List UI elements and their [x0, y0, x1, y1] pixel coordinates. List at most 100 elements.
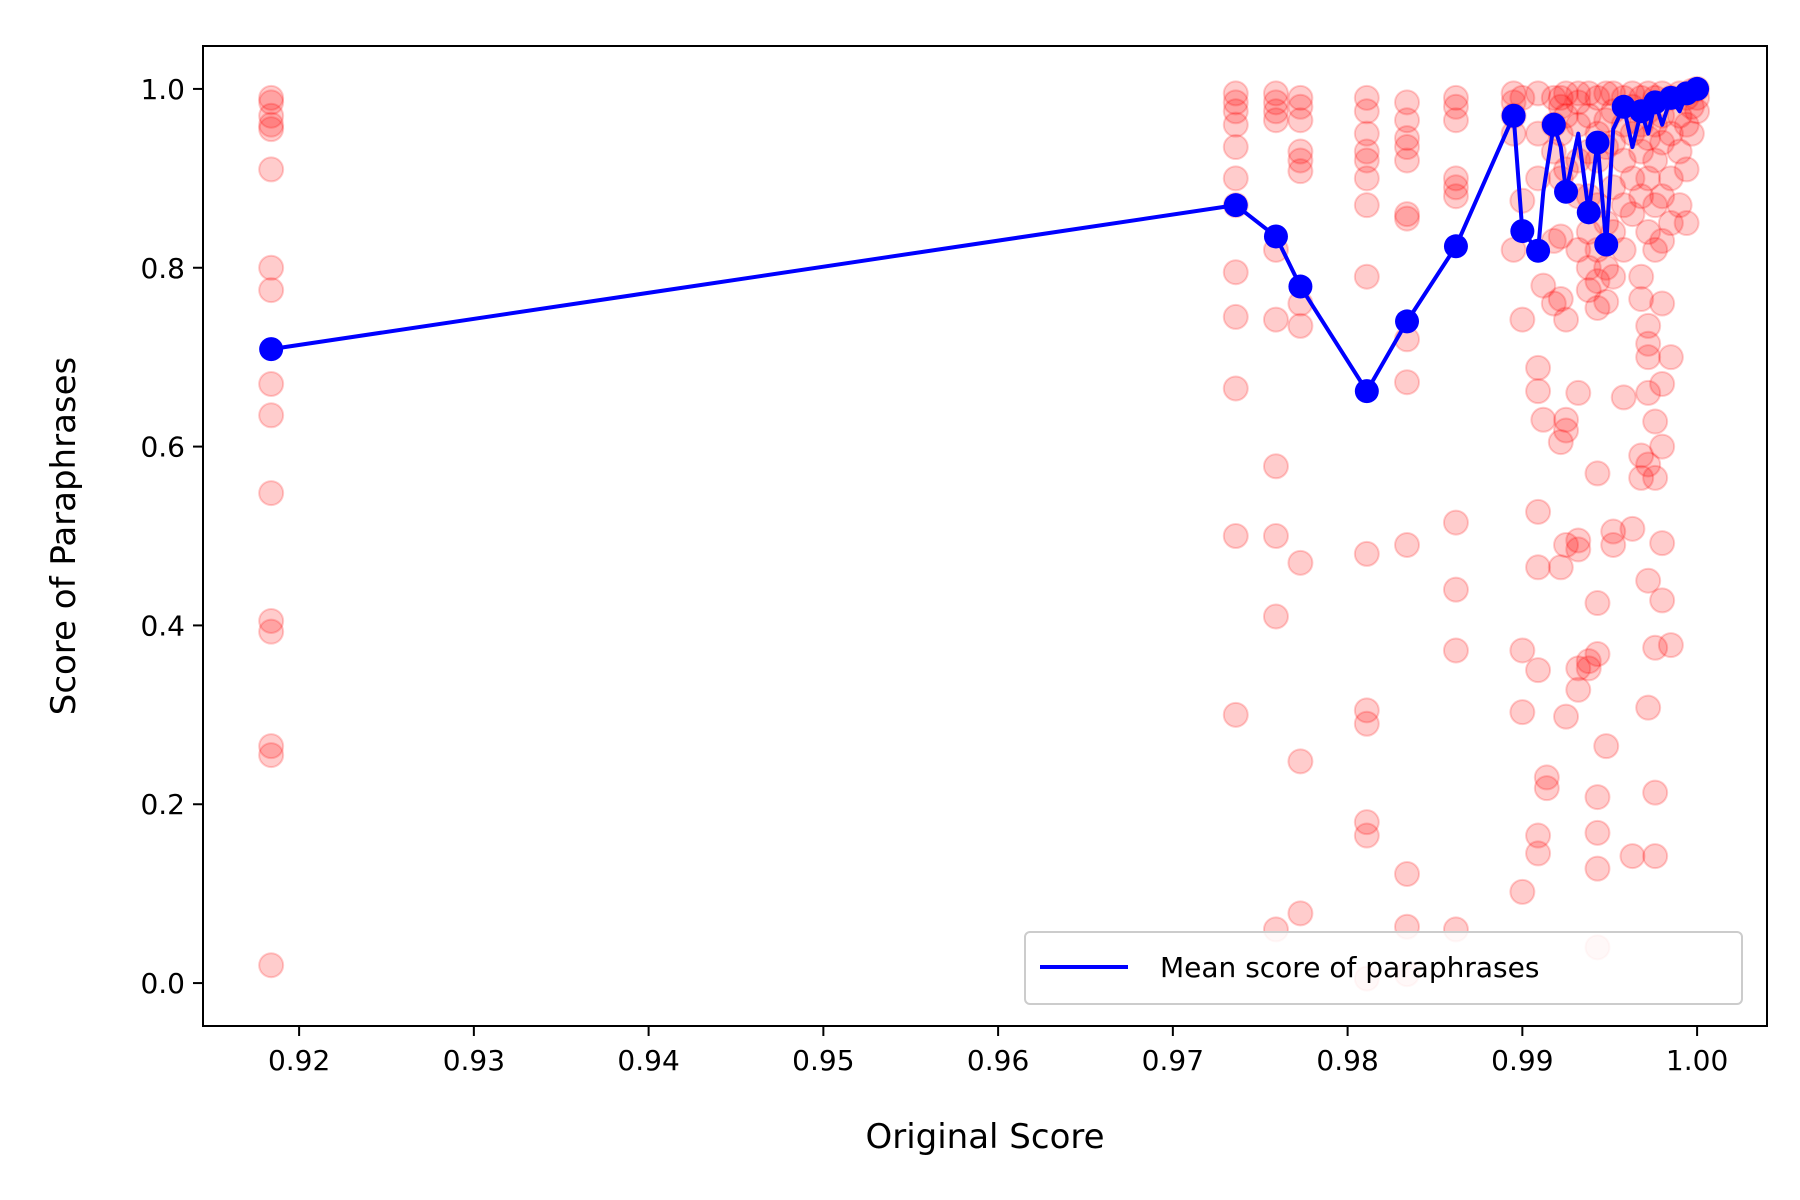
scatter-point [1593, 733, 1620, 760]
scatter-point [258, 277, 285, 304]
mean-score-marker [1263, 224, 1288, 249]
scatter-point [1628, 183, 1655, 210]
scatter-point [1584, 641, 1611, 668]
scatter-point [1635, 451, 1662, 478]
scatter-point [1649, 129, 1676, 156]
scatter-point [1584, 855, 1611, 882]
scatter-point [1635, 312, 1662, 339]
scatter-point [1628, 286, 1655, 313]
scatter-point [1649, 530, 1676, 557]
mean-score-marker [1223, 193, 1248, 218]
scatter-point [1530, 406, 1557, 433]
scatter-point [1575, 254, 1602, 281]
scatter-point [1575, 648, 1602, 675]
scatter-point [258, 480, 285, 507]
scatter-point [1394, 147, 1421, 174]
scatter-point [1619, 201, 1646, 228]
y-tick-label: 0.4 [140, 609, 185, 642]
scatter-point [1287, 147, 1314, 174]
scatter-point [258, 742, 285, 769]
scatter-point [1353, 710, 1380, 737]
scatter-point [1353, 98, 1380, 125]
y-tick-label: 0.2 [140, 788, 185, 821]
scatter-point [1442, 165, 1469, 192]
scatter-point [1553, 703, 1580, 730]
scatter-point [1553, 406, 1580, 433]
scatter-point [1262, 306, 1289, 333]
scatter-point [1642, 634, 1669, 661]
scatter-point [1525, 498, 1552, 525]
scatter-point [1222, 259, 1249, 286]
scatter-point [1394, 107, 1421, 134]
x-axis-title: Original Score [865, 1117, 1104, 1157]
scatter-point [1442, 107, 1469, 134]
scatter-point [1353, 540, 1380, 567]
scatter-point [1394, 369, 1421, 396]
scatter-point [1353, 263, 1380, 290]
legend-entry-mean: Mean score of paraphrases [1160, 951, 1539, 984]
scatter-point [1394, 201, 1421, 228]
scatter-point [1533, 775, 1560, 802]
scatter-point [1525, 378, 1552, 405]
scatter-point [1575, 80, 1602, 107]
scatter-point [1287, 158, 1314, 185]
scatter-point [1287, 900, 1314, 927]
scatter-point [1642, 843, 1669, 870]
scatter-point [1584, 268, 1611, 295]
scatter-point [1642, 464, 1669, 491]
scatter-point [1442, 576, 1469, 603]
scatter-point [1584, 784, 1611, 811]
scatter-point [1547, 84, 1574, 111]
scatter-point [1442, 637, 1469, 664]
scatter-point [1525, 822, 1552, 849]
scatter-point [1642, 236, 1669, 263]
scatter-point [1657, 344, 1684, 371]
scatter-point [1619, 515, 1646, 542]
scatter-point [1222, 523, 1249, 549]
mean-score-marker [1526, 238, 1551, 263]
scatter-point [1353, 809, 1380, 836]
scatter-point [1584, 460, 1611, 487]
scatter-point [1509, 306, 1536, 333]
scatter-point [1525, 80, 1552, 107]
scatter-point [1442, 84, 1469, 111]
scatter-point [1287, 84, 1314, 111]
mean-score-marker [259, 337, 284, 362]
scatter-point [1678, 120, 1705, 147]
scatter-point [1353, 697, 1380, 724]
scatter-point [1394, 860, 1421, 887]
scatter-point [258, 618, 285, 645]
scatter-point [1642, 408, 1669, 435]
scatter-point [1575, 655, 1602, 682]
scatter-point [1222, 375, 1249, 402]
scatter-point [1533, 764, 1560, 791]
scatter-point [1262, 453, 1289, 480]
x-tick-label: 1.00 [1666, 1044, 1728, 1077]
y-axis-title: Score of Paraphrases [44, 357, 84, 716]
scatter-point [1565, 536, 1592, 563]
mean-score-marker [1594, 232, 1619, 257]
mean-score-marker [1541, 112, 1566, 137]
scatter-point [1657, 632, 1684, 659]
scatter-point [1649, 183, 1676, 210]
scatter-point [1565, 80, 1592, 107]
scatter-point [1642, 779, 1669, 806]
scatter-point [1394, 134, 1421, 161]
mean-score-marker [1443, 234, 1468, 259]
mean-line-layer [259, 76, 1710, 404]
mean-score-marker [1554, 179, 1579, 204]
scatter-point [1593, 80, 1620, 107]
y-tick-label: 1.0 [140, 73, 185, 106]
scatter-point [1547, 429, 1574, 456]
scatter-point [1649, 227, 1676, 254]
scatter-point [1628, 263, 1655, 290]
scatter-point [1635, 344, 1662, 371]
scatter-point [1565, 655, 1592, 682]
scatter-point [1287, 748, 1314, 775]
scatter-point [1353, 192, 1380, 219]
scatter-point [1619, 843, 1646, 870]
scatter-point [1262, 107, 1289, 134]
scatter-point [258, 733, 285, 760]
scatter-point [1442, 509, 1469, 536]
scatter-point [1642, 147, 1669, 174]
